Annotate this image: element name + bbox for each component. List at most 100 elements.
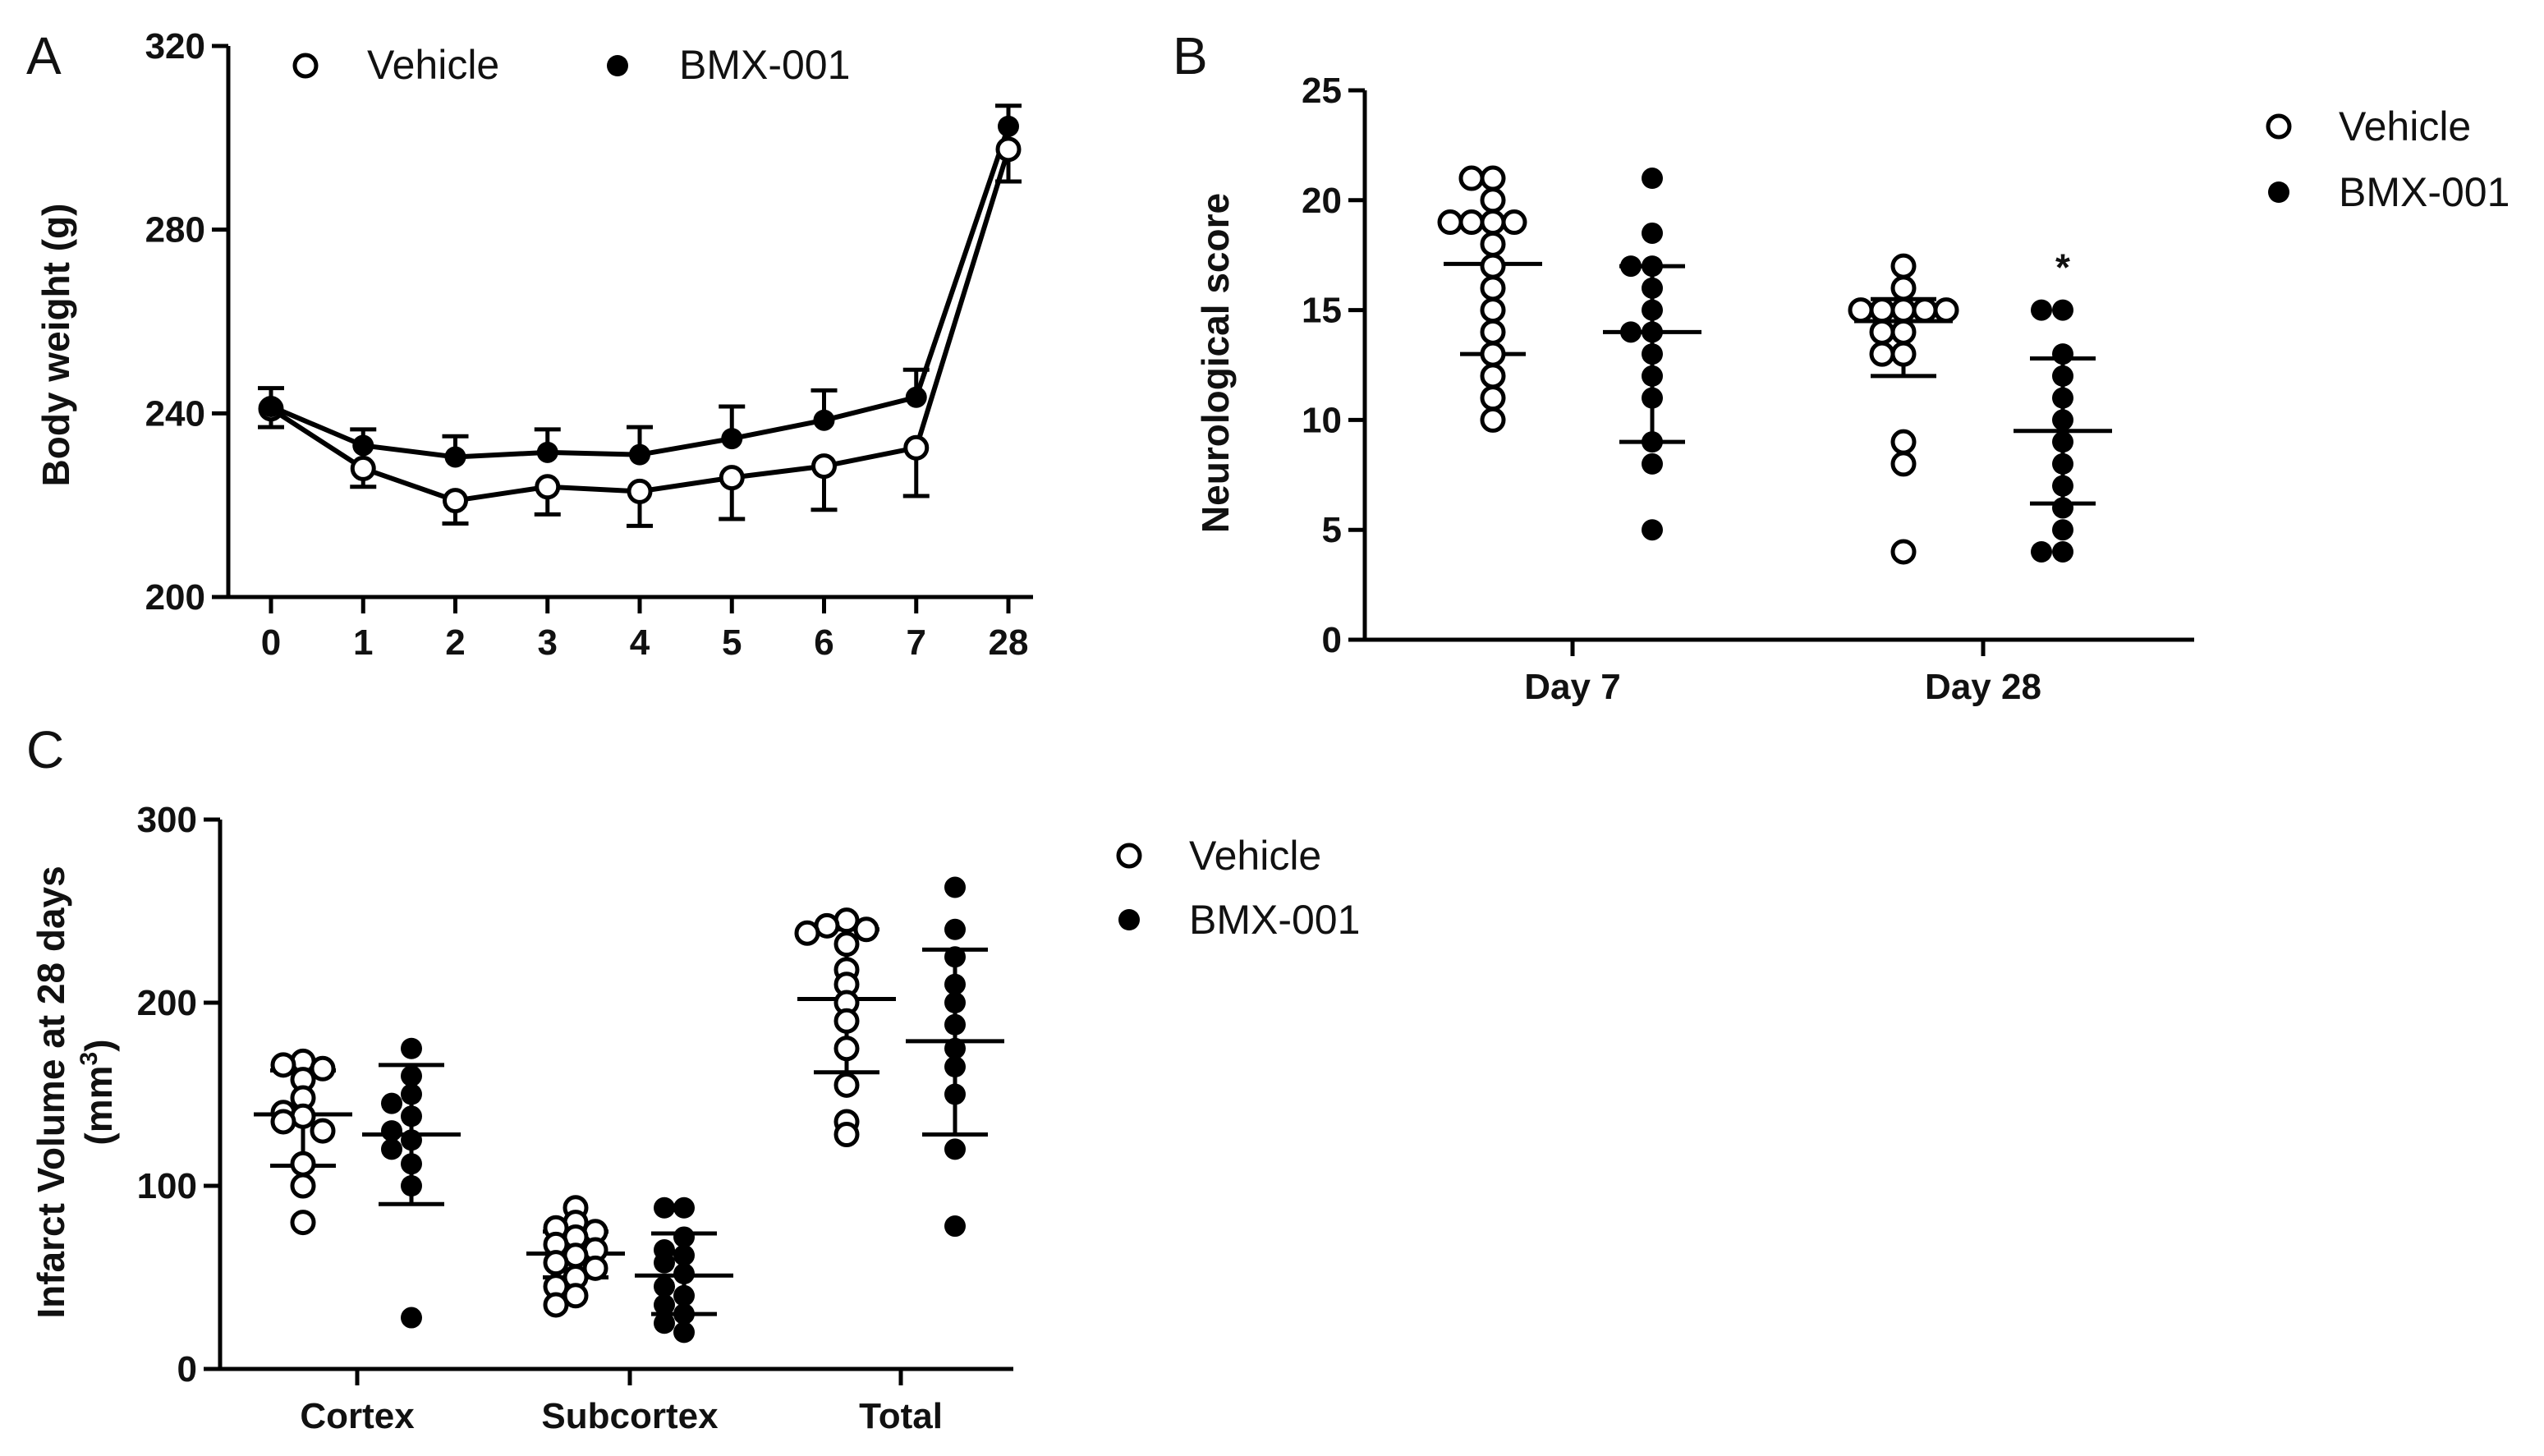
panel-b-bmx-point: [1642, 519, 1663, 541]
panel-b-bmx-point: [2052, 497, 2073, 519]
panel-b-vehicle-point: [1480, 253, 1506, 279]
panel-a-x-tick-label: 1: [353, 622, 373, 663]
panel-c-y-tick-label: 300: [137, 800, 197, 840]
panel-a-legend-bmx-label: BMX-001: [679, 42, 850, 88]
panel-c-bmx-point: [654, 1196, 675, 1219]
panel-a-x-tick-label: 5: [722, 622, 742, 663]
panel-c-y-tick-label: 100: [137, 1166, 197, 1206]
panel-b-bmx-point: [2052, 299, 2073, 321]
panel-c-vehicle-point: [833, 931, 860, 958]
panel-b-legend-bmx-label: BMX-001: [2339, 169, 2510, 215]
panel-b-bmx-point: [2052, 409, 2073, 431]
panel-a-bmx-point: [260, 395, 282, 417]
panel-c-vehicle-point: [543, 1292, 569, 1318]
panel-c-vehicle-point: [582, 1255, 608, 1281]
panel-b-vehicle-point: [1480, 319, 1506, 345]
panel-c-y-axis-unit-sup: 3: [76, 1052, 103, 1066]
panel-b-vehicle-point: [1890, 539, 1917, 565]
panel-c-bmx-point: [944, 1083, 966, 1105]
panel-c-vehicle-point: [270, 1109, 296, 1135]
panel-b-bmx-point: [1642, 365, 1663, 387]
panel-a-marks: [258, 103, 1022, 528]
panel-b-vehicle-point: [1480, 187, 1506, 214]
panel-c-bmx-point: [401, 1105, 422, 1128]
panel-b-bmx-point: [1642, 321, 1663, 343]
panel-c-bmx-point: [401, 1175, 422, 1196]
panel-b-vehicle-point: [1912, 297, 1938, 324]
panel-c-x-tick-label: Total: [859, 1396, 943, 1436]
panel-c-y-axis-unit-end: ): [77, 1039, 120, 1051]
panel-b-bmx-point: [1642, 222, 1663, 244]
panel-b-vehicle-point: [1480, 231, 1506, 257]
panel-b-marks: *: [1437, 165, 2112, 565]
panel-b-y-tick-label: 0: [1322, 620, 1342, 660]
panel-a-y-tick-label: 200: [145, 577, 205, 618]
panel-b-bmx-point: [1642, 343, 1663, 365]
panel-c-vehicle-point: [833, 1072, 860, 1098]
panel-c-infarct-volume-chart: 0 100 200 300 Cortex Subcortex Total Infarct V…: [30, 800, 1360, 1436]
panel-a-x-tick-label: 2: [445, 622, 465, 663]
panel-a-vehicle-point: [995, 136, 1022, 163]
panel-a-vehicle-point: [443, 488, 468, 514]
panel-b-vehicle-point: [1480, 297, 1506, 324]
panel-b-legend-vehicle-marker: [2266, 113, 2292, 140]
panel-c-bmx-point: [401, 1307, 422, 1329]
panel-b-bmx-point: [2031, 299, 2052, 321]
panel-c-vehicle-point: [563, 1283, 589, 1309]
panel-c-legend-vehicle-marker: [1116, 843, 1142, 869]
panel-c-vehicle-point: [833, 1008, 860, 1034]
panel-a-vehicle-point: [719, 465, 745, 491]
panel-c-bmx-point: [944, 1138, 966, 1160]
panel-a-legend: Vehicle BMX-001: [292, 42, 850, 88]
panel-c-bmx-point: [401, 1037, 422, 1059]
panel-c-bmx-point: [381, 1138, 402, 1160]
panel-b-y-tick-label: 25: [1302, 71, 1342, 111]
panel-a-bmx-point: [536, 441, 558, 463]
panel-c-bmx-point: [944, 1056, 966, 1078]
panel-a-bmx-point: [998, 115, 1019, 137]
panel-b-neurological-score-chart: 0 5 10 15 20 25 Day 7 Day 28 * Neurological sco…: [1194, 71, 2510, 707]
panel-a-vehicle-point: [903, 434, 930, 461]
panel-c-vehicle-point: [290, 1151, 316, 1177]
panel-b-y-tick-label: 10: [1302, 400, 1342, 440]
panel-c-vehicle-point: [833, 1036, 860, 1062]
panel-b-bmx-point: [1620, 321, 1642, 343]
panel-c-x-tick-label: Subcortex: [541, 1396, 719, 1436]
panel-c-bmx-point: [673, 1321, 695, 1343]
panel-c-bmx-point: [401, 1129, 422, 1151]
panel-b-vehicle-point: [1890, 319, 1917, 345]
panel-c-vehicle-point: [833, 1122, 860, 1148]
panel-b-bmx-point: [1642, 387, 1663, 409]
panel-b-y-axis-title: Neurological score: [1194, 193, 1237, 533]
panel-b-vehicle-point: [1437, 209, 1463, 236]
panel-c-bmx-point: [381, 1092, 402, 1114]
panel-c-bmx-point: [401, 1153, 422, 1175]
panel-a-x-tick-label: 7: [907, 622, 926, 663]
panel-b-vehicle-point: [1501, 209, 1527, 236]
panel-c-vehicle-point: [270, 1052, 296, 1078]
panel-c-vehicle-point: [543, 1250, 569, 1276]
panel-c-bmx-point: [944, 1037, 966, 1059]
panel-b-legend-vehicle-label: Vehicle: [2339, 103, 2471, 149]
panel-c-vehicle-point: [853, 916, 879, 943]
panel-c-marks: [254, 876, 1004, 1343]
panel-b-vehicle-point: [1890, 451, 1917, 477]
panel-b-bmx-point: [1642, 452, 1663, 475]
panel-a-y-tick-label: 280: [145, 210, 205, 250]
panel-c-bmx-point: [944, 876, 966, 898]
panel-b-bmx-point: [2052, 475, 2073, 497]
panel-a-body-weight-chart: 200 240 280 320 0 1 2 3 4 5 6 7 28 Body weight (g) V…: [34, 26, 1033, 663]
panel-c-axes: 0 100 200 300 Cortex Subcortex Total: [137, 800, 1013, 1436]
panel-a-y-axis-title: Body weight (g): [34, 204, 77, 487]
panel-a-x-tick-label: 0: [261, 622, 281, 663]
panel-b-vehicle-point: [1890, 297, 1917, 324]
panel-b-y-tick-label: 20: [1302, 181, 1342, 221]
panel-a-vehicle-point: [811, 453, 837, 480]
panel-b-vehicle-point: [1869, 319, 1895, 345]
panel-c-bmx-point: [654, 1275, 675, 1298]
panel-c-vehicle-point: [310, 1118, 336, 1144]
panel-b-vehicle-point: [1848, 297, 1874, 324]
panel-b-bmx-point: [2031, 540, 2052, 563]
panel-c-legend-vehicle-label: Vehicle: [1189, 833, 1321, 879]
panel-c-bmx-point: [673, 1263, 695, 1285]
